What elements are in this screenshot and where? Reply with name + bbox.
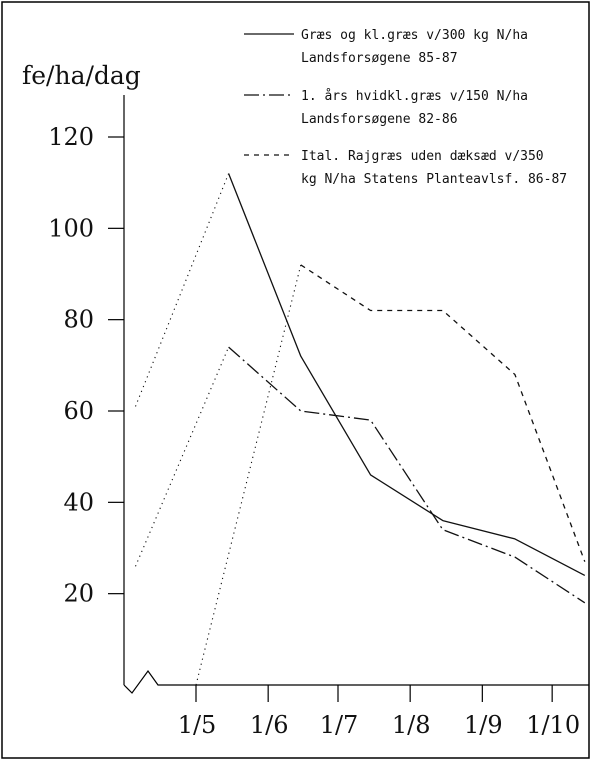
x-tick-label: 1/5: [178, 711, 217, 739]
y-axis-label: fe/ha/dag: [22, 61, 141, 90]
legend-label-2: Landsforsøgene 82-86: [301, 112, 458, 127]
x-tick-label: 1/6: [250, 711, 289, 739]
x-tick-label: 1/8: [392, 711, 431, 739]
x-tick-label: 1/10: [526, 711, 580, 739]
x-tick-label: 1/9: [464, 711, 503, 739]
legend-label-1: Landsforsøgene 85-87: [301, 51, 458, 66]
series-line-4: [134, 173, 230, 407]
y-tick-label: 120: [48, 123, 94, 151]
series-line-5: [134, 346, 230, 567]
y-tick-label: 20: [63, 580, 94, 608]
legend-label-3: Ital. Rajgræs uden dæksæd v/350: [301, 149, 544, 164]
legend: Græs og kl.græs v/300 kg N/ha Landsforsøg…: [244, 28, 567, 187]
x-tick-label: 1/7: [320, 711, 359, 739]
series-line-6: [195, 264, 302, 686]
y-tick-label: 80: [63, 306, 94, 334]
series-line-3: [300, 264, 586, 562]
legend-label-2: 1. års hvidkl.græs v/150 N/ha: [301, 89, 528, 104]
legend-label-1: Græs og kl.græs v/300 kg N/ha: [301, 28, 528, 43]
y-tick-label: 100: [48, 214, 94, 242]
legend-label-3: kg N/ha Statens Planteavlsf. 86-87: [301, 172, 567, 187]
y-tick-label: 60: [63, 397, 94, 425]
plot-area: 20 40 60 80 100 120 1/5 1/6 1/7 1/8 1/9 1/10: [48, 95, 589, 739]
x-axis-line: [123, 669, 589, 694]
series-line-2: [228, 346, 586, 604]
y-tick-label: 40: [63, 488, 94, 516]
series-line-1: [227, 173, 586, 576]
